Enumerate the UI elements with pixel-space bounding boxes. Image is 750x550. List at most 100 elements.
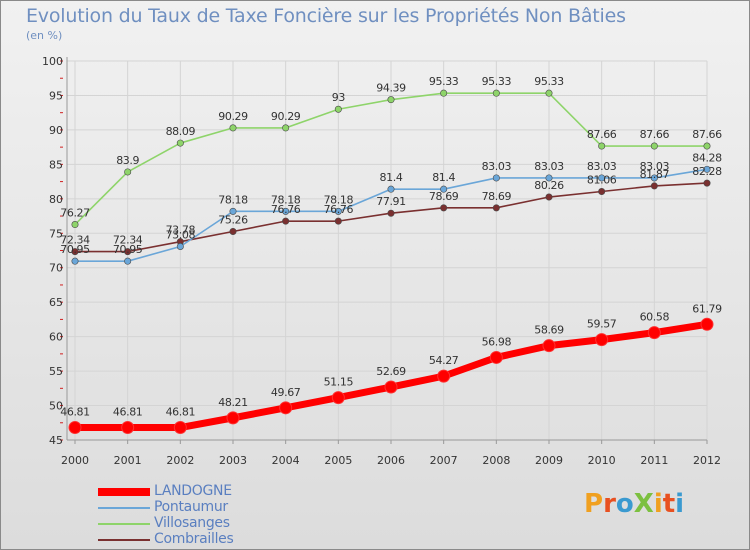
data-label: 78.18 bbox=[271, 193, 301, 206]
data-label: 83.9 bbox=[116, 154, 139, 167]
x-tick-label: 2010 bbox=[588, 454, 616, 467]
data-point bbox=[121, 421, 135, 435]
data-label: 93 bbox=[332, 91, 346, 104]
data-label: 46.81 bbox=[113, 406, 143, 419]
data-label: 81.06 bbox=[587, 174, 617, 187]
data-point bbox=[71, 221, 79, 229]
data-label: 73.78 bbox=[166, 224, 196, 237]
data-point bbox=[71, 248, 79, 256]
x-tick-label: 2005 bbox=[324, 454, 352, 467]
y-unit-label: (en %) bbox=[26, 29, 63, 42]
data-point bbox=[647, 326, 661, 340]
data-point bbox=[279, 401, 293, 415]
y-tick-label: 70 bbox=[49, 262, 63, 275]
data-point bbox=[545, 174, 553, 182]
y-tick-label: 95 bbox=[49, 89, 63, 102]
data-label: 80.26 bbox=[534, 179, 564, 192]
data-point bbox=[492, 204, 500, 212]
logo-letter: r bbox=[603, 489, 616, 519]
data-label: 95.33 bbox=[534, 75, 564, 88]
data-label: 78.18 bbox=[218, 193, 248, 206]
data-point bbox=[492, 174, 500, 182]
logo-letter: X bbox=[633, 489, 654, 519]
data-label: 78.18 bbox=[324, 193, 354, 206]
legend-swatch bbox=[98, 523, 150, 525]
data-label: 81.87 bbox=[640, 168, 670, 181]
data-label: 83.03 bbox=[534, 160, 564, 173]
data-label: 84.28 bbox=[692, 151, 722, 164]
data-label: 90.29 bbox=[218, 110, 248, 123]
data-point bbox=[334, 105, 342, 113]
x-tick-label: 2007 bbox=[430, 454, 458, 467]
data-point bbox=[440, 204, 448, 212]
data-label: 56.98 bbox=[482, 335, 512, 348]
chart-title: Evolution du Taux de Taxe Foncière sur l… bbox=[26, 5, 626, 27]
data-label: 51.15 bbox=[324, 376, 354, 389]
data-label: 58.69 bbox=[534, 324, 564, 337]
x-tick-label: 2012 bbox=[693, 454, 721, 467]
data-point bbox=[387, 96, 395, 104]
x-tick-label: 2008 bbox=[482, 454, 510, 467]
x-tick-label: 2000 bbox=[61, 454, 89, 467]
x-tick-label: 2004 bbox=[272, 454, 300, 467]
data-point bbox=[545, 193, 553, 201]
data-point bbox=[387, 185, 395, 193]
x-tick-label: 2006 bbox=[377, 454, 405, 467]
legend-label: Pontaumur bbox=[154, 499, 228, 515]
data-label: 76.76 bbox=[271, 203, 301, 216]
data-point bbox=[598, 188, 606, 196]
y-tick-label: 60 bbox=[49, 331, 63, 344]
data-label: 59.57 bbox=[587, 318, 617, 331]
data-point bbox=[282, 217, 290, 225]
data-point bbox=[282, 207, 290, 215]
legend-label: Combrailles bbox=[154, 531, 234, 547]
axes bbox=[60, 57, 708, 444]
x-tick-labels: 2000 2001 2002 2003 2004 2005 2006 2007 2008 2009… bbox=[61, 454, 721, 467]
data-label: 70.95 bbox=[60, 243, 90, 256]
data-label: 83.03 bbox=[640, 160, 670, 173]
grid bbox=[67, 60, 708, 441]
data-point bbox=[545, 89, 553, 97]
data-label: 73.08 bbox=[166, 229, 196, 242]
data-point bbox=[700, 317, 714, 331]
legend-swatch bbox=[98, 488, 150, 496]
data-point bbox=[384, 380, 398, 394]
data-point bbox=[650, 182, 658, 190]
y-tick-label: 100 bbox=[42, 55, 63, 68]
x-tick-label: 2002 bbox=[166, 454, 194, 467]
data-label: 78.69 bbox=[429, 190, 459, 203]
proxiti-logo: ProXiti bbox=[584, 489, 684, 519]
data-point bbox=[598, 174, 606, 182]
x-tick-label: 2001 bbox=[114, 454, 142, 467]
data-label: 82.28 bbox=[692, 165, 722, 178]
data-point bbox=[124, 168, 132, 176]
data-point bbox=[124, 257, 132, 265]
data-point bbox=[703, 165, 711, 173]
data-label: 77.91 bbox=[376, 195, 406, 208]
data-label: 87.66 bbox=[587, 128, 617, 141]
x-tick-label: 2011 bbox=[640, 454, 668, 467]
data-label: 87.66 bbox=[640, 128, 670, 141]
data-label: 78.69 bbox=[482, 190, 512, 203]
data-point bbox=[71, 257, 79, 265]
data-point bbox=[440, 185, 448, 193]
y-tick-label: 90 bbox=[49, 124, 63, 137]
data-point bbox=[176, 139, 184, 147]
logo-letter: P bbox=[584, 489, 604, 519]
data-label: 76.27 bbox=[60, 207, 90, 220]
data-label: 46.81 bbox=[166, 406, 196, 419]
data-point bbox=[703, 179, 711, 187]
data-label: 54.27 bbox=[429, 354, 459, 367]
data-label: 49.67 bbox=[271, 386, 301, 399]
data-point bbox=[387, 209, 395, 217]
data-label: 46.81 bbox=[60, 406, 90, 419]
data-labels: 70.95 70.95 73.08 78.18 78.18 78.18 81.4 81.4 83… bbox=[60, 75, 722, 418]
data-label: 94.39 bbox=[376, 82, 406, 95]
data-point bbox=[440, 89, 448, 97]
legend-swatch bbox=[98, 539, 150, 541]
data-point bbox=[489, 350, 503, 364]
y-tick-label: 65 bbox=[49, 296, 63, 309]
y-tick-label: 75 bbox=[49, 227, 63, 240]
